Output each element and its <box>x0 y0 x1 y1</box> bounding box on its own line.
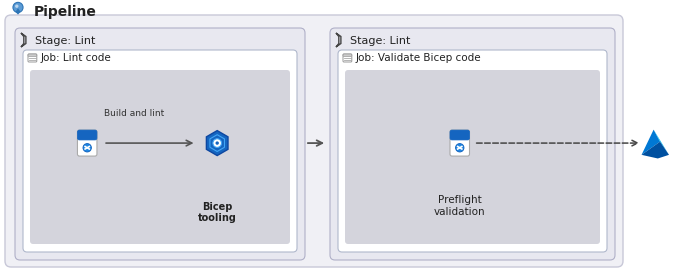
Text: Job: Validate Bicep code: Job: Validate Bicep code <box>356 53 482 63</box>
FancyBboxPatch shape <box>30 70 290 244</box>
Polygon shape <box>654 130 669 155</box>
Circle shape <box>456 144 464 152</box>
Text: Bicep
tooling: Bicep tooling <box>197 202 237 224</box>
Circle shape <box>15 5 18 8</box>
FancyBboxPatch shape <box>15 28 305 260</box>
Polygon shape <box>642 142 669 159</box>
FancyBboxPatch shape <box>330 28 615 260</box>
FancyBboxPatch shape <box>28 54 37 62</box>
FancyBboxPatch shape <box>78 130 97 140</box>
Text: Stage: Lint: Stage: Lint <box>35 36 96 46</box>
Text: Build and lint: Build and lint <box>104 109 164 118</box>
Circle shape <box>216 141 219 145</box>
Circle shape <box>213 139 222 147</box>
Text: Stage: Lint: Stage: Lint <box>350 36 410 46</box>
FancyBboxPatch shape <box>450 130 470 140</box>
FancyBboxPatch shape <box>450 130 470 156</box>
Polygon shape <box>16 8 21 14</box>
Text: Job: Lint code: Job: Lint code <box>41 53 112 63</box>
Text: Preflight
validation: Preflight validation <box>434 195 485 216</box>
FancyBboxPatch shape <box>28 54 37 57</box>
Circle shape <box>83 144 92 152</box>
Circle shape <box>13 2 23 13</box>
Polygon shape <box>642 130 660 155</box>
FancyBboxPatch shape <box>23 50 297 252</box>
FancyBboxPatch shape <box>78 130 97 156</box>
FancyBboxPatch shape <box>5 15 623 267</box>
Text: Pipeline: Pipeline <box>34 5 97 19</box>
FancyBboxPatch shape <box>343 54 352 57</box>
FancyBboxPatch shape <box>338 50 607 252</box>
Polygon shape <box>206 130 228 156</box>
FancyBboxPatch shape <box>345 70 600 244</box>
FancyBboxPatch shape <box>343 54 352 62</box>
